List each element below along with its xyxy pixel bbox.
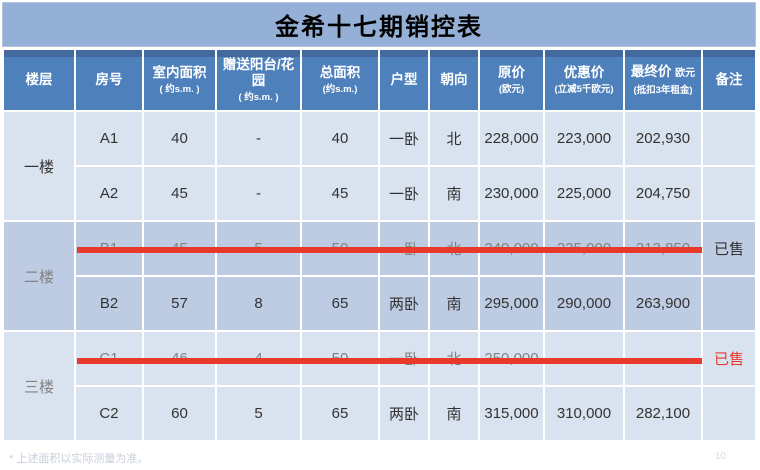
column-header-indoor-area: 室内面积( 约s.m. ) — [144, 50, 215, 110]
page-number: 10 — [714, 451, 726, 462]
cell-layout: 两卧 — [380, 387, 428, 440]
column-header-discount-price: 优惠价 (立减5千欧元) — [545, 50, 623, 110]
title-bar: 金希十七期销控表 — [2, 2, 756, 47]
cell-final-price: 263,900 — [625, 277, 701, 330]
cell-indoor-area: 45 — [144, 167, 215, 220]
cell-bonus-area: 8 — [217, 277, 300, 330]
page-title: 金希十七期销控表 — [275, 14, 483, 41]
cell-room: A1 — [76, 112, 142, 165]
cell-indoor-area: 57 — [144, 277, 215, 330]
column-header-bonus-area: 赠送阳台/花园( 约s.m. ) — [217, 50, 300, 110]
cell-facing: 南 — [430, 277, 478, 330]
cell-facing: 南 — [430, 387, 478, 440]
cell-remarks — [703, 387, 755, 440]
cell-facing: 北 — [430, 112, 478, 165]
sold-strike-line-c1 — [77, 358, 702, 364]
cell-bonus-area: - — [217, 167, 300, 220]
floor-cell-3f: 三楼 — [4, 332, 74, 440]
cell-room: C2 — [76, 387, 142, 440]
cell-layout: 一卧 — [380, 167, 428, 220]
cell-original-price: 295,000 — [480, 277, 543, 330]
cell-facing: 南 — [430, 167, 478, 220]
cell-bonus-area: 5 — [217, 387, 300, 440]
column-header-total-area: 总面积 (约s.m.) — [302, 50, 378, 110]
cell-remarks — [703, 167, 755, 220]
floor-cell-1f: 一楼 — [4, 112, 74, 220]
column-header-final-price: 最终价 欧元 (抵扣3年租金) — [625, 50, 701, 110]
cell-total-area: 40 — [302, 112, 378, 165]
cell-original-price: 228,000 — [480, 112, 543, 165]
cell-discount-price: 290,000 — [545, 277, 623, 330]
column-header-facing: 朝向 — [430, 50, 478, 110]
sold-strike-line-b1 — [77, 247, 702, 253]
column-header-remarks: 备注 — [703, 50, 755, 110]
table-row-a2: A2 45 - 45 一卧 南 230,000 225,000 204,750 — [4, 167, 755, 220]
sales-control-table: 楼层 房号 室内面积( 约s.m. ) 赠送阳台/花园( 约s.m. ) 总面积… — [2, 48, 757, 442]
cell-layout: 一卧 — [380, 112, 428, 165]
cell-total-area: 65 — [302, 387, 378, 440]
cell-bonus-area: - — [217, 112, 300, 165]
column-header-room: 房号 — [76, 50, 142, 110]
cell-indoor-area: 40 — [144, 112, 215, 165]
column-header-floor: 楼层 — [4, 50, 74, 110]
cell-final-price: 202,930 — [625, 112, 701, 165]
cell-indoor-area: 60 — [144, 387, 215, 440]
cell-discount-price: 310,000 — [545, 387, 623, 440]
cell-remarks — [703, 277, 755, 330]
cell-original-price: 230,000 — [480, 167, 543, 220]
cell-remarks — [703, 112, 755, 165]
cell-total-area: 45 — [302, 167, 378, 220]
cell-room: B2 — [76, 277, 142, 330]
floor-cell-2f: 二楼 — [4, 222, 74, 330]
table-row-c2: C2 60 5 65 两卧 南 315,000 310,000 282,100 — [4, 387, 755, 440]
cell-discount-price: 225,000 — [545, 167, 623, 220]
cell-total-area: 65 — [302, 277, 378, 330]
footnote: * 上述面积以实际测量为准。 — [9, 453, 149, 465]
cell-final-price: 282,100 — [625, 387, 701, 440]
sold-badge-red: 已售 — [703, 332, 755, 385]
cell-original-price: 315,000 — [480, 387, 543, 440]
sold-badge: 已售 — [703, 222, 755, 275]
cell-room: A2 — [76, 167, 142, 220]
column-header-original-price: 原价 (欧元) — [480, 50, 543, 110]
column-header-layout: 户型 — [380, 50, 428, 110]
cell-layout: 两卧 — [380, 277, 428, 330]
header-row: 楼层 房号 室内面积( 约s.m. ) 赠送阳台/花园( 约s.m. ) 总面积… — [4, 50, 755, 110]
cell-discount-price: 223,000 — [545, 112, 623, 165]
table-row-a1: 一楼 A1 40 - 40 一卧 北 228,000 223,000 202,9… — [4, 112, 755, 220]
table-row-b2: B2 57 8 65 两卧 南 295,000 290,000 263,900 — [4, 277, 755, 330]
cell-final-price: 204,750 — [625, 167, 701, 220]
